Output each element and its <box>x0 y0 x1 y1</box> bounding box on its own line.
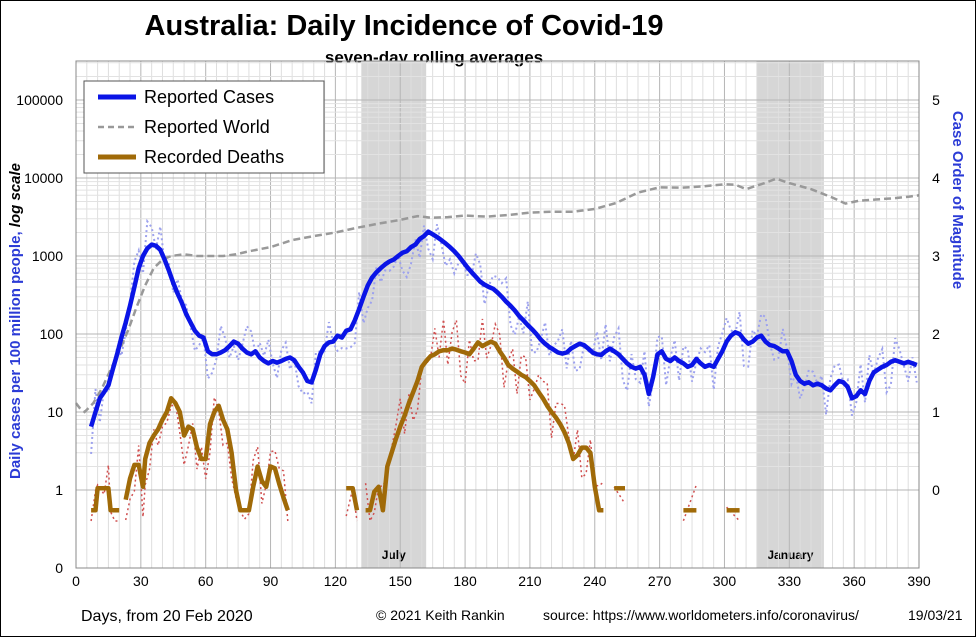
series-line-recorded-deaths <box>123 396 290 513</box>
x-tick-label: 30 <box>133 573 149 589</box>
y-tick-label-right: 0 <box>932 482 940 498</box>
daily-deaths-dotted <box>124 397 289 522</box>
shaded-period <box>756 61 824 568</box>
chart-title: Australia: Daily Incidence of Covid-19 <box>145 10 664 42</box>
shaded-period-label: July <box>382 548 406 562</box>
y-axis-label-left-italic: log scale <box>7 163 24 227</box>
legend-label-cases: Reported Cases <box>144 87 274 107</box>
source-note: source: https://www.worldometers.info/co… <box>543 607 859 623</box>
y-tick-label-right: 1 <box>932 404 940 420</box>
x-tick-label: 330 <box>778 573 802 589</box>
copyright: © 2021 Keith Rankin <box>376 607 505 623</box>
y-axis-label-right: Case Order of Magnitude <box>949 111 966 289</box>
y-tick-label-left: 10000 <box>24 170 63 186</box>
y-tick-label-left: 100 <box>40 326 64 342</box>
x-tick-label: 180 <box>453 573 477 589</box>
chart-subtitle: seven-day rolling averages <box>325 48 543 67</box>
x-tick-label: 60 <box>198 573 214 589</box>
legend: Reported Cases Reported World Recorded D… <box>83 80 325 174</box>
x-tick-label: 360 <box>842 573 866 589</box>
daily-deaths-dotted <box>364 318 604 524</box>
series-line-recorded-deaths <box>346 486 360 511</box>
axes: 0 30 60 90 120 150 180 210 240 270 300 330 360 390011… <box>16 92 940 589</box>
series-line-recorded-deaths <box>365 339 604 513</box>
shaded-period <box>361 61 427 568</box>
x-tick-label: 240 <box>583 573 607 589</box>
y-tick-label-left: 100000 <box>16 92 63 108</box>
x-tick-label: 120 <box>324 573 348 589</box>
x-tick-label: 210 <box>518 573 542 589</box>
series-line-recorded-deaths <box>91 486 120 513</box>
x-tick-label: 90 <box>263 573 279 589</box>
y-tick-label-right: 5 <box>932 92 940 108</box>
y-tick-label-right: 4 <box>932 170 940 186</box>
x-tick-label: 270 <box>648 573 672 589</box>
date-stamp: 19/03/21 <box>908 607 963 623</box>
y-tick-label-left: 1 <box>55 482 63 498</box>
daily-deaths-dotted <box>726 506 741 522</box>
x-axis-label: Days, from 20 Feb 2020 <box>81 608 253 625</box>
y-tick-label-right: 3 <box>932 248 940 264</box>
y-tick-label-right: 2 <box>932 326 940 342</box>
y-axis-label-left-main: Daily cases per 100 million people, <box>7 231 24 479</box>
series-line-reported-cases <box>88 229 918 428</box>
plot-area-border <box>75 60 920 569</box>
x-tick-label: 390 <box>907 573 931 589</box>
x-tick-label: 0 <box>72 573 80 589</box>
x-tick-label: 150 <box>389 573 413 589</box>
shaded-periods: July January <box>361 61 824 568</box>
legend-label-deaths: Recorded Deaths <box>144 147 284 167</box>
daily-deaths-dotted <box>682 484 698 522</box>
series-lines <box>75 177 920 513</box>
daily-cases-dotted <box>90 218 918 454</box>
y-tick-label-left: 0 <box>55 560 63 576</box>
y-tick-label-left: 10 <box>47 404 63 420</box>
shaded-period-label: January <box>767 548 813 562</box>
legend-label-world: Reported World <box>144 117 270 137</box>
x-tick-label: 300 <box>713 573 737 589</box>
y-tick-label-left: 1000 <box>32 248 63 264</box>
daily-deaths-dotted <box>613 486 626 505</box>
y-axis-label-left: Daily cases per 100 million people, log … <box>7 163 24 479</box>
